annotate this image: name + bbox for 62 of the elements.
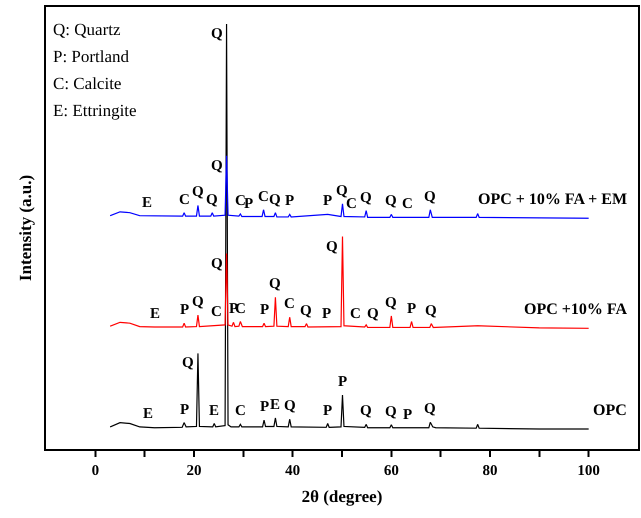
annotation: Q: [300, 303, 312, 319]
annotation: E: [142, 195, 152, 211]
x-tick-label: 20: [186, 463, 202, 479]
annotation: C: [346, 196, 357, 212]
annotation: C: [235, 403, 246, 419]
annotation: Q: [269, 276, 281, 292]
annotation: P: [285, 193, 294, 209]
annotation: C: [284, 296, 295, 312]
annotation: E: [270, 397, 280, 413]
annotation: P: [323, 403, 332, 419]
annotation: Q: [269, 192, 281, 208]
annotation: Q: [367, 306, 379, 322]
annotation: Q: [360, 403, 372, 419]
x-tick-label: 100: [577, 463, 600, 479]
annotation: Q: [206, 192, 218, 208]
annotation: P: [322, 306, 332, 322]
annotation: Q: [424, 401, 436, 417]
annotation: Q: [360, 190, 372, 206]
annotation: Q: Quartz: [53, 20, 121, 39]
annotation: Q: [211, 158, 223, 174]
annotation: P: [260, 399, 270, 415]
annotation: E: [143, 406, 154, 422]
annotation: P: [180, 302, 190, 318]
annotation: Q: [192, 184, 204, 200]
annotation: C: [258, 189, 269, 205]
annotation: E: [209, 403, 220, 419]
annotation: E: [150, 306, 160, 322]
annotation: Q: [336, 183, 348, 199]
annotation: C: [179, 192, 190, 208]
annotation: P: [260, 302, 270, 318]
annotation: P: [338, 374, 348, 390]
annotation: C: [350, 306, 361, 322]
x-tick-label: 0: [92, 463, 100, 479]
annotation: Q: [211, 256, 223, 272]
series-label: OPC + 10% FA + EM: [478, 191, 628, 208]
annotation: Q: [385, 193, 397, 209]
annotation: P: [323, 193, 332, 209]
annotation: Q: [182, 355, 194, 371]
annotation: P: [403, 407, 412, 423]
annotation: Q: [385, 404, 397, 420]
annotation: P: Portland: [53, 47, 130, 66]
annotation: C: Calcite: [53, 74, 122, 93]
annotation: P: [407, 301, 416, 317]
annotation: Q: [424, 189, 436, 205]
annotation: Q: [284, 398, 296, 414]
annotation: C: [211, 304, 222, 320]
x-tick-label: 40: [285, 463, 300, 479]
x-axis-title: 2θ (degree): [302, 486, 382, 506]
annotation: C: [402, 196, 413, 212]
annotation: Q: [385, 295, 397, 311]
annotation: Q: [425, 303, 437, 319]
annotation: E: Ettringite: [53, 101, 137, 120]
x-tick-label: 60: [384, 463, 399, 479]
annotation: Q: [326, 239, 338, 255]
annotation: P: [244, 196, 254, 212]
series-label: OPC +10% FA: [524, 301, 628, 318]
y-axis-title: Intensity (a.u.): [16, 174, 36, 282]
series-label: OPC: [593, 402, 627, 419]
annotation: P: [180, 402, 190, 418]
x-tick-label: 80: [482, 463, 498, 479]
annotation: Q: [192, 294, 204, 310]
annotation: Q: [211, 26, 223, 42]
